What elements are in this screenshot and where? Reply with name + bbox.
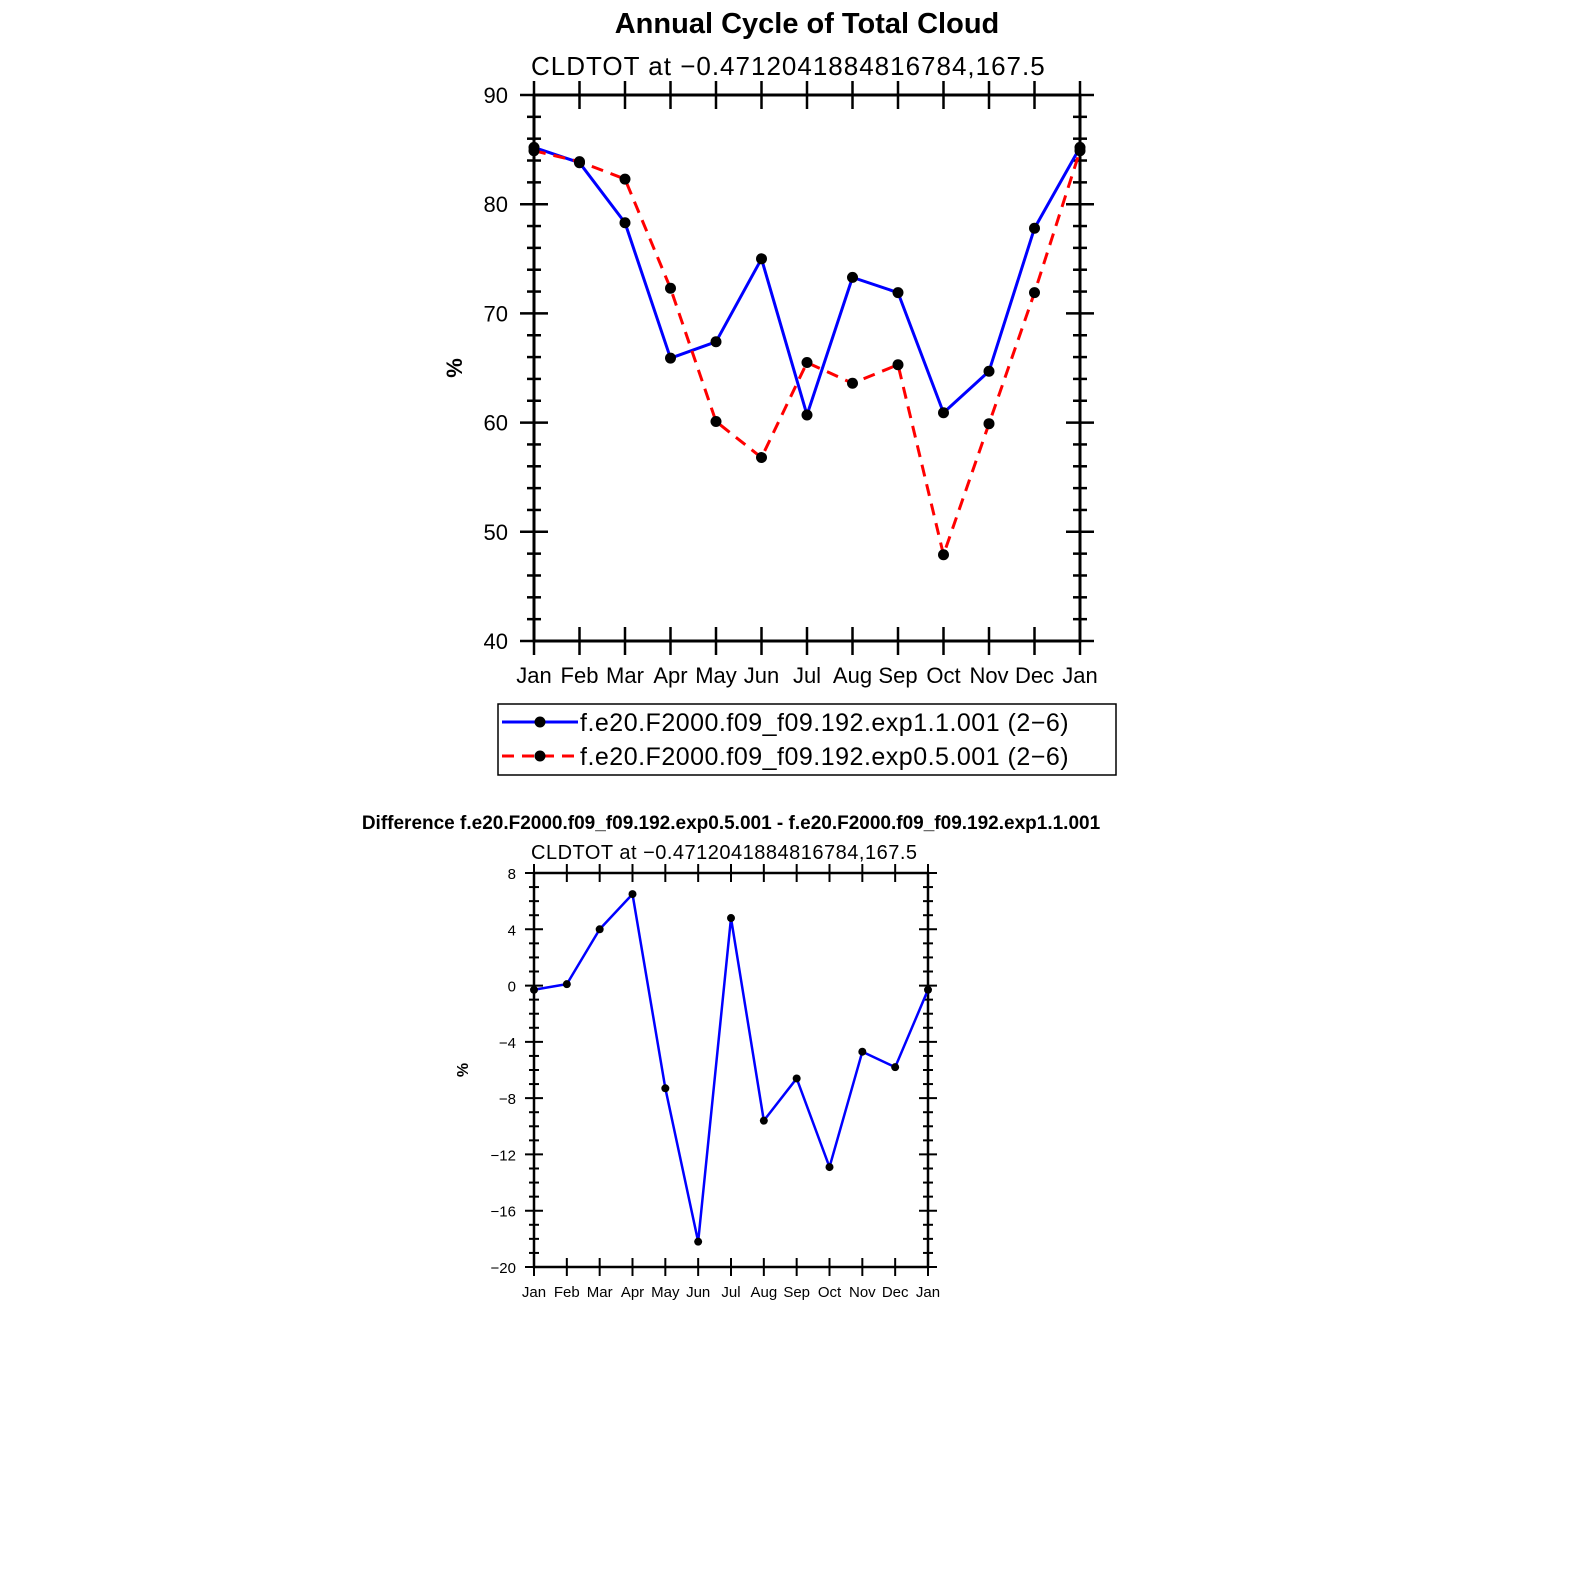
series-1-point <box>892 287 904 299</box>
x-tick-label: Feb <box>554 1284 580 1301</box>
x-tick-label: Jun <box>744 663 779 688</box>
series-line-1 <box>533 892 930 1243</box>
x-tick-label: Jan <box>916 1284 940 1301</box>
x-tick-label: Oct <box>818 1284 842 1301</box>
y-tick-label: −12 <box>491 1147 516 1164</box>
x-tick-label: Sep <box>878 663 917 688</box>
series-2-point <box>892 359 904 371</box>
y-tick-label: 90 <box>484 83 508 108</box>
x-tick-label: Apr <box>621 1284 644 1301</box>
x-tick-label: Nov <box>969 663 1008 688</box>
y-axis-label: % <box>455 1063 472 1077</box>
y-tick-label: 80 <box>484 192 508 217</box>
series-2-point <box>938 549 949 561</box>
x-tick-label: Jul <box>721 1284 740 1301</box>
plot-frame <box>532 871 930 1269</box>
legend-box <box>497 703 1117 776</box>
y-tick-label: −4 <box>499 1035 516 1052</box>
y-tick-label: −20 <box>491 1260 516 1277</box>
y-tick-label: 4 <box>508 922 516 939</box>
series-1-point <box>858 1047 867 1056</box>
series-1-point <box>710 336 722 348</box>
series-2-point <box>983 418 995 430</box>
y-tick-label: 70 <box>484 301 508 326</box>
x-tick-label: Mar <box>606 663 644 688</box>
x-tick-label: Jun <box>686 1284 710 1301</box>
series-1-point <box>825 1163 834 1172</box>
y-tick-label: −16 <box>491 1204 516 1221</box>
series-1-point <box>562 980 571 989</box>
x-tick-label: Dec <box>882 1284 909 1301</box>
series-2-point <box>710 416 722 428</box>
series-2-point <box>665 282 676 294</box>
series-line-1 <box>533 145 1082 417</box>
x-tick-label: Oct <box>926 663 960 688</box>
x-tick-label: May <box>695 663 737 688</box>
series-2-point <box>528 145 540 157</box>
x-tick-label: Jan <box>1062 663 1097 688</box>
y-tick-label: 0 <box>508 979 516 996</box>
series-2-point <box>574 156 585 168</box>
y-axis-label: % <box>442 358 467 378</box>
series-1-point <box>628 890 637 899</box>
x-tick-label: Jul <box>793 663 821 688</box>
chart-subtitle: CLDTOT at −0.4712041884816784,167.5 <box>531 842 918 864</box>
chart-legend: f.e20.F2000.f09_f09.192.exp1.1.001 (2−6)… <box>497 703 1117 776</box>
series-1-point <box>983 365 995 377</box>
x-tick-label: Feb <box>561 663 599 688</box>
series-1-point <box>530 985 538 994</box>
chart-subtitle: CLDTOT at −0.4712041884816784,167.5 <box>531 51 1046 81</box>
x-tick-label: Jan <box>516 663 551 688</box>
series-1-point <box>694 1237 703 1246</box>
series-1-point <box>792 1074 801 1083</box>
series-1-point <box>847 271 858 283</box>
chart-title: Annual Cycle of Total Cloud <box>615 8 1000 40</box>
series-1-point <box>1029 222 1040 234</box>
series-1-point <box>938 407 949 419</box>
series-1-point <box>661 1084 670 1093</box>
x-tick-label: Jan <box>522 1284 546 1301</box>
series-1-point <box>619 217 631 229</box>
series-1-point <box>924 985 932 994</box>
y-tick-label: 8 <box>508 866 516 883</box>
y-tick-label: 50 <box>484 520 508 545</box>
series-2-point <box>1074 145 1086 157</box>
x-tick-label: May <box>651 1284 680 1301</box>
series-1-point <box>759 1116 768 1125</box>
annual-cycle-chart: Annual Cycle of Total Cloud CLDTOT at −0.… <box>442 8 1117 776</box>
x-tick-label: Dec <box>1015 663 1054 688</box>
x-tick-label: Nov <box>849 1284 876 1301</box>
series-1-point <box>727 914 735 923</box>
legend-marker-2 <box>534 750 546 762</box>
y-tick-label: 40 <box>484 629 508 654</box>
difference-chart: Difference f.e20.F2000.f09_f09.192.exp0.… <box>362 813 1101 1301</box>
series-1-point <box>756 253 767 265</box>
series-2-point <box>801 357 813 369</box>
x-tick-label: Apr <box>653 663 687 688</box>
series-1-point <box>595 925 604 934</box>
x-tick-label: Aug <box>833 663 872 688</box>
series-2-point <box>619 173 631 185</box>
x-tick-label: Mar <box>587 1284 613 1301</box>
y-tick-label: 60 <box>484 411 508 436</box>
chart-title: Difference f.e20.F2000.f09_f09.192.exp0.… <box>362 813 1101 834</box>
series-1-point <box>665 352 676 364</box>
series-2-point <box>847 377 858 389</box>
y-tick-label: −8 <box>499 1091 516 1108</box>
legend-label-1: f.e20.F2000.f09_f09.192.exp1.1.001 (2−6) <box>580 709 1069 737</box>
series-1-point <box>891 1063 900 1072</box>
series-2-point <box>756 452 767 464</box>
legend-label-2: f.e20.F2000.f09_f09.192.exp0.5.001 (2−6) <box>580 743 1069 771</box>
series-1-point <box>801 409 813 421</box>
x-tick-label: Aug <box>750 1284 777 1301</box>
legend-marker-1 <box>534 716 546 728</box>
series-2-point <box>1029 287 1040 299</box>
x-tick-label: Sep <box>783 1284 810 1301</box>
